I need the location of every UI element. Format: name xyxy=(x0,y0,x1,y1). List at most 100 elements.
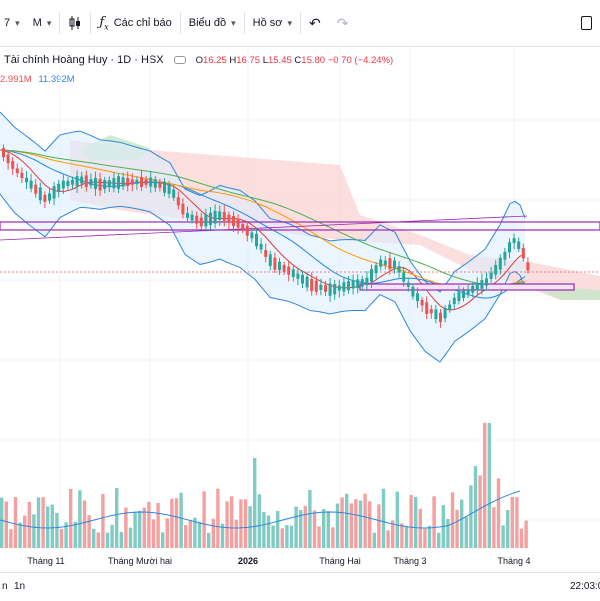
range-button-1n[interactable]: 1n xyxy=(14,581,26,592)
volume-bar xyxy=(124,507,128,548)
volume-bar xyxy=(234,519,238,548)
candles-button[interactable] xyxy=(60,9,90,37)
candle-body xyxy=(305,276,309,288)
volume-bar xyxy=(82,500,87,548)
volume-bar xyxy=(184,525,188,548)
volume-bar xyxy=(409,494,413,548)
candle-body xyxy=(121,177,125,187)
volume-bar xyxy=(450,492,455,548)
time-axis: Tháng 11 Tháng Mười hai 2026 Tháng Hai T… xyxy=(0,554,600,568)
volume-bar xyxy=(27,501,31,548)
time-axis-label: Tháng 4 xyxy=(497,556,531,566)
ma-line xyxy=(0,149,526,299)
volume-bar xyxy=(253,457,257,548)
volume-bar xyxy=(174,498,179,548)
volume-bar xyxy=(492,507,496,548)
volume-bar xyxy=(73,521,77,548)
candle-body xyxy=(241,223,245,229)
candle-body xyxy=(379,259,383,267)
toolbar-divider xyxy=(179,12,181,34)
volume-bar xyxy=(239,499,243,548)
toolbar-divider xyxy=(300,12,301,34)
candle-body xyxy=(245,225,249,236)
candle-body xyxy=(287,266,291,275)
layout-button[interactable] xyxy=(573,9,600,37)
indicators-button[interactable]: ƒx Các chỉ báo xyxy=(91,9,179,37)
volume-bar xyxy=(105,532,110,548)
time-axis-label: Tháng Mười hai xyxy=(108,556,172,566)
volume-bar xyxy=(188,519,192,548)
volume-bar xyxy=(50,504,54,548)
volume-bar xyxy=(464,516,468,548)
candle-body xyxy=(176,197,180,206)
volume-bar xyxy=(377,504,381,548)
volume-bar xyxy=(4,501,8,548)
indicator-values: 2.991M 11.392M xyxy=(0,74,75,85)
profile-label: Hồ sơ xyxy=(252,17,283,29)
candle-body xyxy=(475,283,479,291)
volume-bar xyxy=(519,528,524,548)
volume-bar xyxy=(280,528,284,548)
profile-menu[interactable]: Hồ sơ ▾ xyxy=(245,9,300,37)
volume-bar xyxy=(216,488,220,548)
layout-icon xyxy=(581,16,592,30)
candle-body xyxy=(255,233,258,247)
fx-icon: ƒx xyxy=(99,14,109,32)
candle-body xyxy=(462,290,465,298)
range-button-left[interactable]: n xyxy=(2,581,8,592)
time-axis-label: Tháng 11 xyxy=(27,556,65,566)
ichimoku-cloud xyxy=(70,140,600,300)
candle-body xyxy=(149,177,153,187)
candle-body xyxy=(71,179,74,185)
volume-bar xyxy=(230,496,234,548)
volume-bar xyxy=(92,528,96,548)
candle-body xyxy=(52,186,56,199)
candle-body xyxy=(20,172,24,179)
top-toolbar: 7 ▾ M ▾ ƒx Các chỉ báo Biểu đồ ▾ Hồ sơ ▾… xyxy=(0,0,600,47)
chevron-down-icon: ▾ xyxy=(231,17,236,28)
ma-line xyxy=(0,149,526,286)
high-label: H xyxy=(229,54,237,66)
symbol-title[interactable]: Tài chính Hoàng Huy · 1D · HSX xyxy=(4,54,164,66)
candle-body xyxy=(328,283,332,296)
volume-bar xyxy=(478,475,482,548)
volume-bar xyxy=(391,520,395,548)
bollinger-lower xyxy=(0,193,526,363)
volume-bar xyxy=(441,505,445,548)
volume-bar xyxy=(225,501,229,548)
volume-bar xyxy=(59,528,64,548)
candle-body xyxy=(489,272,493,279)
candle-body xyxy=(452,297,456,305)
high-value: 16.75 xyxy=(236,54,261,66)
candle-body xyxy=(38,187,42,201)
candle-body xyxy=(420,299,424,306)
undo-button[interactable]: ↶ xyxy=(301,9,329,37)
volume-bar xyxy=(404,526,409,548)
chevron-down-icon: ▾ xyxy=(46,17,52,28)
candle-body xyxy=(512,238,516,244)
candle-body xyxy=(213,210,217,224)
volume-bar xyxy=(349,503,353,548)
candle-body xyxy=(360,279,364,287)
volume-bar xyxy=(496,478,501,548)
volume-bar xyxy=(276,511,280,548)
candle-body xyxy=(135,179,139,185)
volume-bar xyxy=(381,488,386,548)
chart-type-label: Biểu đồ xyxy=(188,17,227,29)
redo-button[interactable]: ↷ xyxy=(329,9,357,37)
candle-body xyxy=(383,260,387,265)
candle-body xyxy=(153,179,157,188)
volume-bar xyxy=(312,510,317,548)
volume-bar xyxy=(138,510,142,548)
ohlc-values: O16.25 H16.75 L15.45 C15.80 −0.70 (−4.24… xyxy=(196,55,394,66)
indicator-value-1: 2.991M xyxy=(0,74,32,85)
legend-eye-icon[interactable] xyxy=(173,56,186,64)
chart-type-menu[interactable]: Biểu đồ ▾ xyxy=(181,9,244,37)
interval-menu[interactable]: 7 ▾ M ▾ xyxy=(0,9,59,37)
candle-body xyxy=(89,179,93,186)
toolbar-divider xyxy=(90,12,92,34)
volume-bar xyxy=(460,499,464,548)
candle-body xyxy=(268,254,272,266)
candle-body xyxy=(195,215,199,224)
